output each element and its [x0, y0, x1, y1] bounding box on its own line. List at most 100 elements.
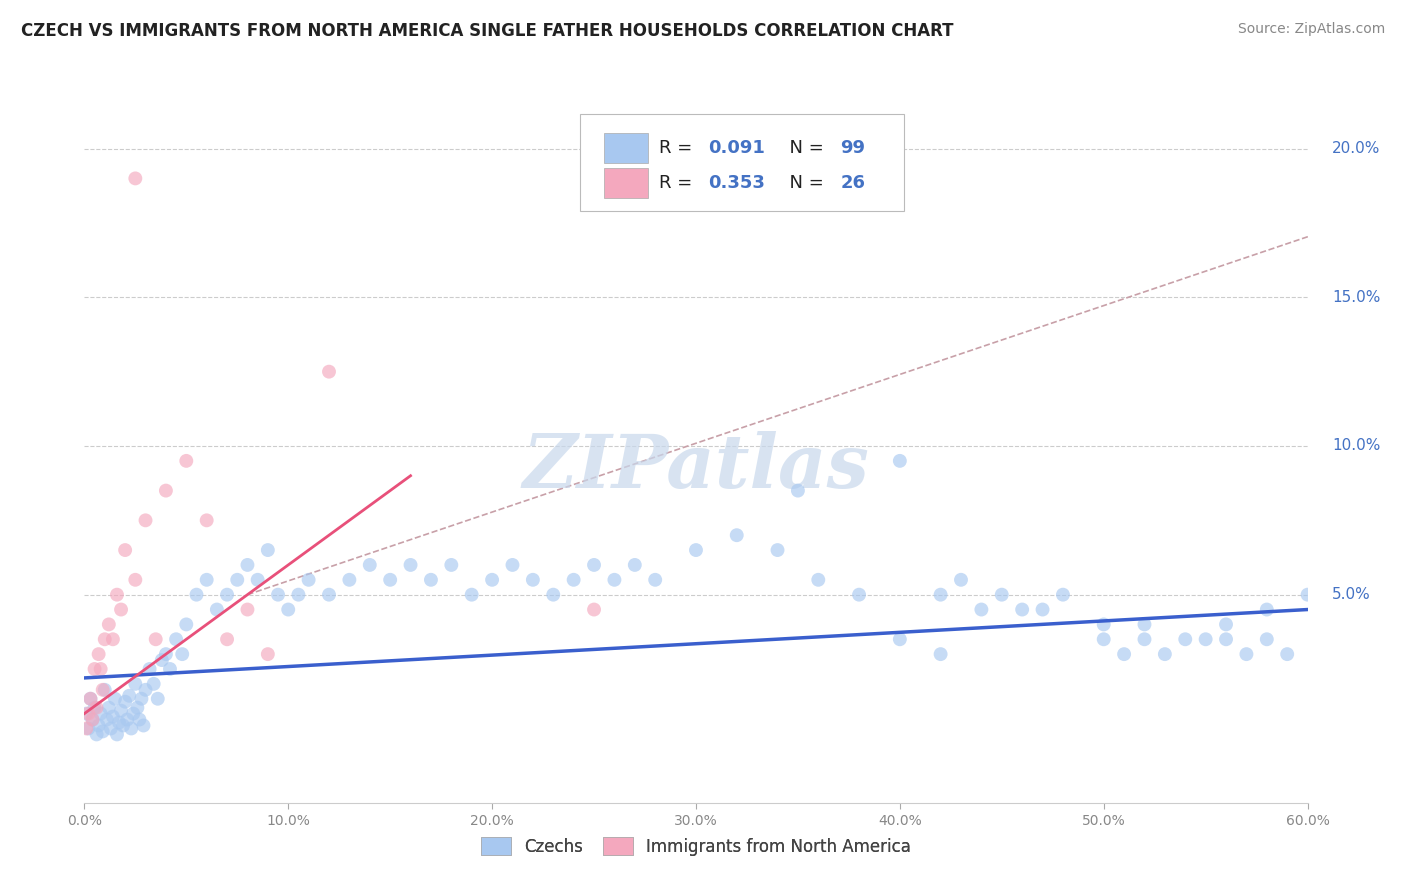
Point — [1133, 617, 1156, 632]
Point — [186, 588, 208, 602]
Point — [1114, 647, 1136, 661]
Point — [562, 573, 585, 587]
Point — [950, 573, 973, 587]
Point — [87, 718, 110, 732]
Text: 20.0%: 20.0% — [1331, 141, 1381, 156]
Point — [318, 588, 340, 602]
Point — [929, 588, 952, 602]
Point — [1215, 617, 1237, 632]
Point — [991, 588, 1014, 602]
Point — [101, 632, 124, 647]
Point — [79, 691, 101, 706]
Point — [131, 691, 153, 706]
Point — [127, 700, 149, 714]
Point — [236, 602, 259, 616]
Point — [114, 543, 136, 558]
Legend: Czechs, Immigrants from North America: Czechs, Immigrants from North America — [474, 830, 918, 863]
Point — [287, 588, 309, 602]
Point — [1133, 632, 1156, 647]
Point — [420, 573, 443, 587]
Point — [481, 573, 503, 587]
Point — [118, 689, 141, 703]
Point — [97, 700, 120, 714]
Point — [257, 543, 280, 558]
Point — [75, 706, 97, 721]
Point — [128, 713, 150, 727]
Point — [766, 543, 789, 558]
Point — [93, 632, 115, 647]
Point — [83, 662, 105, 676]
Point — [86, 727, 108, 741]
FancyBboxPatch shape — [579, 114, 904, 211]
Point — [583, 558, 606, 572]
Text: 26: 26 — [841, 174, 865, 192]
Point — [1092, 632, 1115, 647]
Point — [97, 617, 120, 632]
Point — [399, 558, 422, 572]
Text: CZECH VS IMMIGRANTS FROM NORTH AMERICA SINGLE FATHER HOUSEHOLDS CORRELATION CHAR: CZECH VS IMMIGRANTS FROM NORTH AMERICA S… — [21, 22, 953, 40]
Text: R =: R = — [659, 138, 699, 157]
Text: ZIPatlas: ZIPatlas — [523, 431, 869, 504]
Point — [1256, 632, 1278, 647]
Point — [135, 513, 157, 527]
Point — [146, 691, 169, 706]
Point — [624, 558, 647, 572]
Point — [787, 483, 810, 498]
Point — [359, 558, 381, 572]
Point — [132, 718, 155, 732]
Point — [1092, 617, 1115, 632]
Point — [929, 647, 952, 661]
Point — [257, 647, 280, 661]
Point — [138, 662, 160, 676]
Point — [77, 722, 100, 736]
Point — [114, 695, 136, 709]
Point — [1032, 602, 1054, 616]
Point — [142, 677, 165, 691]
Point — [1236, 647, 1258, 661]
Point — [110, 704, 132, 718]
Point — [82, 713, 104, 727]
Point — [848, 588, 870, 602]
Point — [120, 722, 142, 736]
Point — [1174, 632, 1197, 647]
Point — [603, 573, 626, 587]
Point — [159, 662, 181, 676]
Text: 15.0%: 15.0% — [1331, 290, 1381, 305]
Point — [236, 558, 259, 572]
Point — [1277, 647, 1299, 661]
Point — [79, 691, 101, 706]
Point — [100, 722, 122, 736]
Text: N =: N = — [778, 174, 830, 192]
Point — [217, 588, 239, 602]
Point — [522, 573, 544, 587]
FancyBboxPatch shape — [605, 168, 648, 198]
Point — [226, 573, 249, 587]
Point — [124, 677, 146, 691]
Point — [725, 528, 748, 542]
Point — [105, 588, 128, 602]
Point — [105, 727, 128, 741]
Text: 0.353: 0.353 — [709, 174, 765, 192]
Point — [543, 588, 565, 602]
Point — [1052, 588, 1074, 602]
Point — [91, 724, 114, 739]
Point — [889, 632, 911, 647]
Point — [380, 573, 402, 587]
Text: 5.0%: 5.0% — [1331, 587, 1371, 602]
Point — [174, 454, 197, 468]
Point — [77, 706, 100, 721]
Point — [115, 713, 138, 727]
Text: R =: R = — [659, 174, 699, 192]
Point — [172, 647, 194, 661]
Point — [90, 706, 112, 721]
Point — [461, 588, 484, 602]
Point — [96, 713, 118, 727]
Point — [122, 706, 145, 721]
Point — [165, 632, 187, 647]
Point — [108, 715, 131, 730]
Point — [91, 682, 114, 697]
Point — [644, 573, 666, 587]
Point — [174, 617, 197, 632]
Point — [1256, 602, 1278, 616]
Text: N =: N = — [778, 138, 830, 157]
